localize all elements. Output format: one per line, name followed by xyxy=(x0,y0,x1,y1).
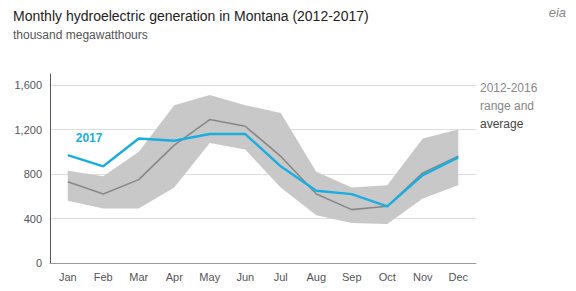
svg-text:800: 800 xyxy=(24,168,42,180)
svg-text:Dec: Dec xyxy=(448,271,468,283)
svg-text:Jun: Jun xyxy=(236,271,254,283)
svg-text:Feb: Feb xyxy=(94,271,113,283)
svg-text:eia: eia xyxy=(549,5,566,20)
svg-text:average: average xyxy=(480,117,524,131)
svg-text:2017: 2017 xyxy=(76,131,103,145)
svg-text:2012-2016: 2012-2016 xyxy=(480,81,538,95)
svg-text:400: 400 xyxy=(24,213,42,225)
svg-text:May: May xyxy=(199,271,220,283)
svg-text:Oct: Oct xyxy=(379,271,396,283)
svg-text:Sep: Sep xyxy=(342,271,362,283)
svg-text:Jan: Jan xyxy=(59,271,77,283)
svg-text:1,200: 1,200 xyxy=(14,124,42,136)
svg-text:Mar: Mar xyxy=(129,271,148,283)
svg-text:0: 0 xyxy=(36,257,42,269)
svg-text:range and: range and xyxy=(480,99,534,113)
svg-text:1,600: 1,600 xyxy=(14,79,42,91)
svg-text:Jul: Jul xyxy=(274,271,288,283)
svg-text:Aug: Aug xyxy=(306,271,326,283)
svg-text:Nov: Nov xyxy=(413,271,433,283)
svg-text:Monthly hydroelectric generati: Monthly hydroelectric generation in Mont… xyxy=(13,8,369,24)
svg-text:thousand megawatthours: thousand megawatthours xyxy=(13,28,148,42)
svg-text:Apr: Apr xyxy=(166,271,183,283)
